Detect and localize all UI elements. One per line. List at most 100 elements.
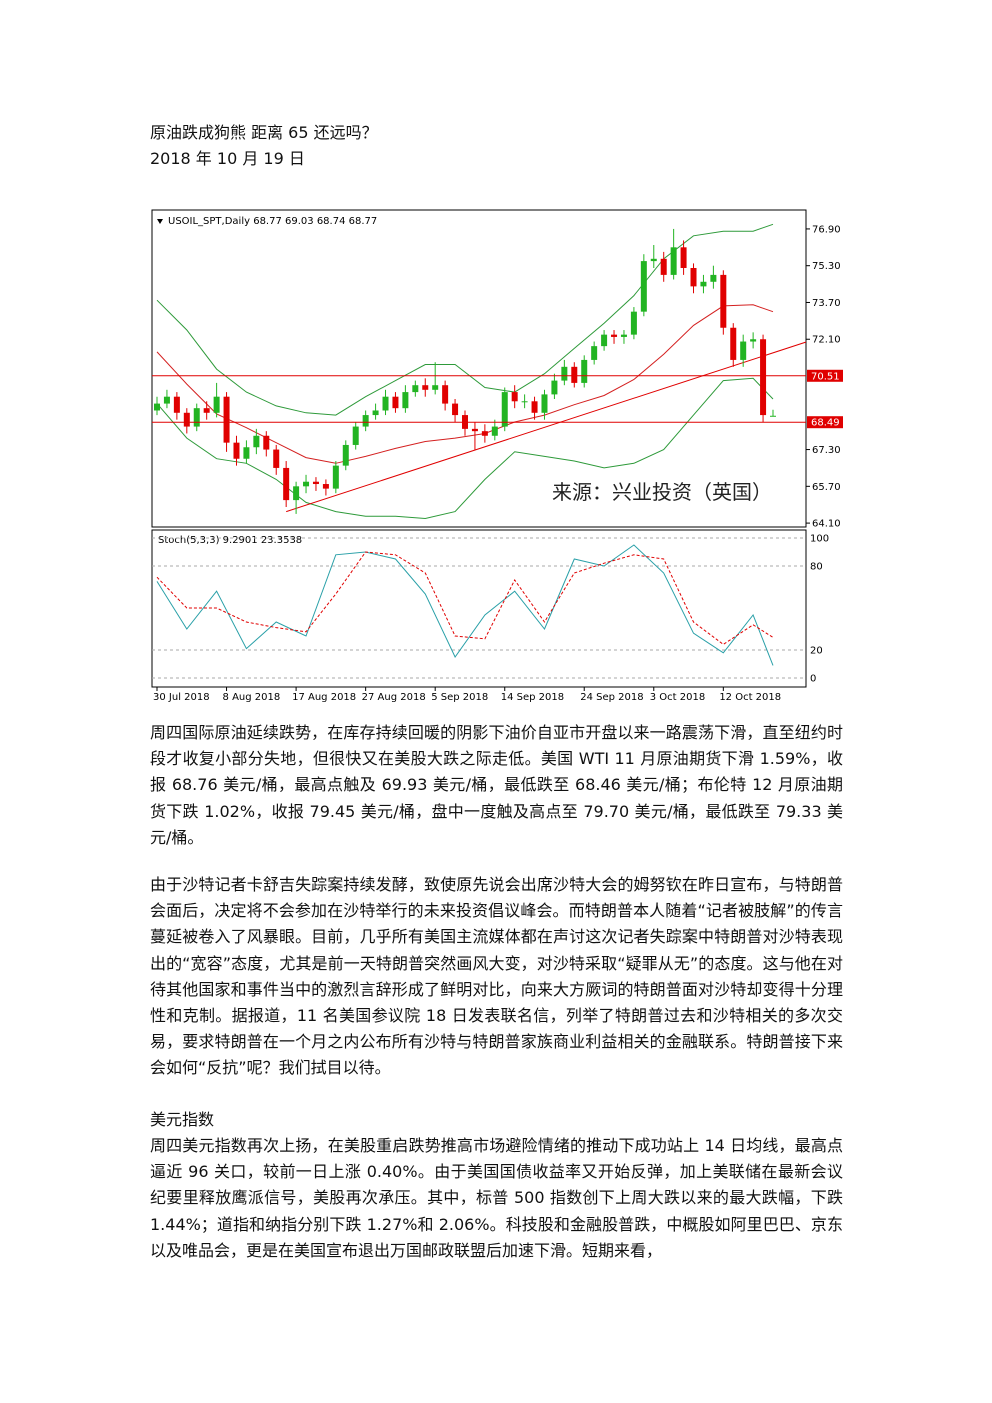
candle-body xyxy=(660,258,667,275)
candle-body xyxy=(571,366,578,383)
candle-body xyxy=(253,435,260,448)
candle-body xyxy=(442,385,449,404)
candle-body xyxy=(193,408,200,427)
candle-body xyxy=(392,396,399,409)
stoch-label: Stoch(5,3,3) 9.2901 23.3538 xyxy=(158,535,302,546)
candle-body xyxy=(372,410,379,416)
paragraph: 周四美元指数再次上扬，在美股重启跌势推高市场避险情绪的推动下成功站上 14 日均… xyxy=(150,1136,843,1260)
price-pane xyxy=(151,209,807,528)
candle-body xyxy=(521,401,528,403)
y-tick-label: 75.30 xyxy=(812,261,841,272)
paragraph: 周四国际原油延续跌势，在库存持续回暖的阴影下油价自亚市开盘以来一路震荡下滑，直至… xyxy=(150,723,843,847)
candle-body xyxy=(730,327,737,360)
candle-body xyxy=(163,396,170,404)
stoch-tick-label: 80 xyxy=(810,562,823,573)
candle-body xyxy=(471,428,478,432)
symbol-label: USOIL_SPT,Daily 68.77 69.03 68.74 68.77 xyxy=(168,216,377,227)
price-plot xyxy=(154,223,806,520)
candle-body xyxy=(183,412,190,427)
candle-body xyxy=(541,394,548,413)
candle-body xyxy=(700,281,707,287)
candle-body xyxy=(710,274,717,282)
candle-body xyxy=(273,449,280,468)
candle-body xyxy=(283,467,290,501)
candle-body xyxy=(173,396,180,413)
stoch-tick-label: 20 xyxy=(810,646,823,657)
menu-triangle xyxy=(157,219,163,224)
stoch-signal xyxy=(156,551,774,646)
y-tick-label: 67.30 xyxy=(812,445,841,456)
stoch-main xyxy=(156,544,774,666)
candle-body xyxy=(352,426,359,445)
candle-body xyxy=(601,334,608,347)
doc-title: 原油跌成狗熊 距离 65 还远吗？ xyxy=(150,123,378,142)
candle-body xyxy=(233,442,240,459)
chart: USOIL_SPT,Daily 68.77 69.03 68.74 68.77 … xyxy=(151,209,843,703)
candle-body xyxy=(412,385,419,393)
candle-body xyxy=(511,392,518,402)
watermark: 来源：兴业投资（英国） xyxy=(552,480,772,504)
candle-body xyxy=(501,392,508,427)
candle-body xyxy=(213,396,220,413)
stoch-tick-label: 0 xyxy=(810,674,816,685)
candle-body xyxy=(382,396,389,411)
stoch-pane xyxy=(151,529,807,688)
x-tick-label: 30 Jul 2018 xyxy=(153,692,210,703)
y-tick-label: 65.70 xyxy=(812,482,841,493)
candle-body xyxy=(452,403,459,416)
doc-date: 2018 年 10 月 19 日 xyxy=(150,149,305,168)
candle-body xyxy=(293,486,300,501)
stoch-plot xyxy=(152,537,806,679)
candle-body xyxy=(770,415,776,417)
x-tick-label: 14 Sep 2018 xyxy=(501,692,564,703)
candle-body xyxy=(760,339,767,416)
candle-body xyxy=(263,435,270,450)
candle-body xyxy=(690,267,697,287)
trend-line xyxy=(286,341,806,513)
y-tick-label: 64.10 xyxy=(812,519,841,530)
candle-body xyxy=(432,385,439,390)
x-tick-label: 12 Oct 2018 xyxy=(719,692,781,703)
level-label: 70.51 xyxy=(811,371,840,382)
candle-body xyxy=(650,258,657,262)
band-middle xyxy=(156,304,774,464)
y-tick-label: 73.70 xyxy=(812,298,841,309)
candle-body xyxy=(342,444,349,466)
y-tick-label: 76.90 xyxy=(812,224,841,235)
candle-body xyxy=(750,339,757,342)
y-tick-label: 72.10 xyxy=(812,335,841,346)
x-tick-label: 3 Oct 2018 xyxy=(650,692,705,703)
candle-body xyxy=(611,334,618,337)
candle-body xyxy=(203,408,210,413)
x-tick-label: 24 Sep 2018 xyxy=(580,692,643,703)
candle-body xyxy=(491,426,498,436)
candle-body xyxy=(591,346,598,360)
candle-body xyxy=(322,484,329,489)
candle-body xyxy=(531,401,538,413)
band-lower xyxy=(156,377,774,520)
candle-body xyxy=(581,359,588,383)
level-tag xyxy=(807,369,843,382)
candle-body xyxy=(630,311,637,335)
candle-body xyxy=(223,396,230,443)
candle-body xyxy=(303,481,310,487)
candle-body xyxy=(154,403,160,411)
x-tick-label: 17 Aug 2018 xyxy=(292,692,356,703)
candle-body xyxy=(680,247,687,268)
candle-body xyxy=(720,274,727,328)
level-tag xyxy=(807,416,843,429)
candle-body xyxy=(670,247,677,275)
paragraph: 由于沙特记者卡舒吉失踪案持续发酵，致使原先说会出席沙特大会的姆努钦在昨日宣布，与… xyxy=(150,875,843,1078)
x-tick-label: 5 Sep 2018 xyxy=(431,692,488,703)
candle-body xyxy=(561,366,568,381)
candle-body xyxy=(551,380,558,395)
candle-body xyxy=(640,261,647,312)
x-tick-label: 27 Aug 2018 xyxy=(362,692,426,703)
candle-body xyxy=(332,465,339,489)
candle-body xyxy=(481,431,488,436)
candle-body xyxy=(243,447,250,459)
candle-body xyxy=(312,481,319,485)
candle-body xyxy=(362,415,369,427)
level-label: 68.49 xyxy=(811,418,840,429)
